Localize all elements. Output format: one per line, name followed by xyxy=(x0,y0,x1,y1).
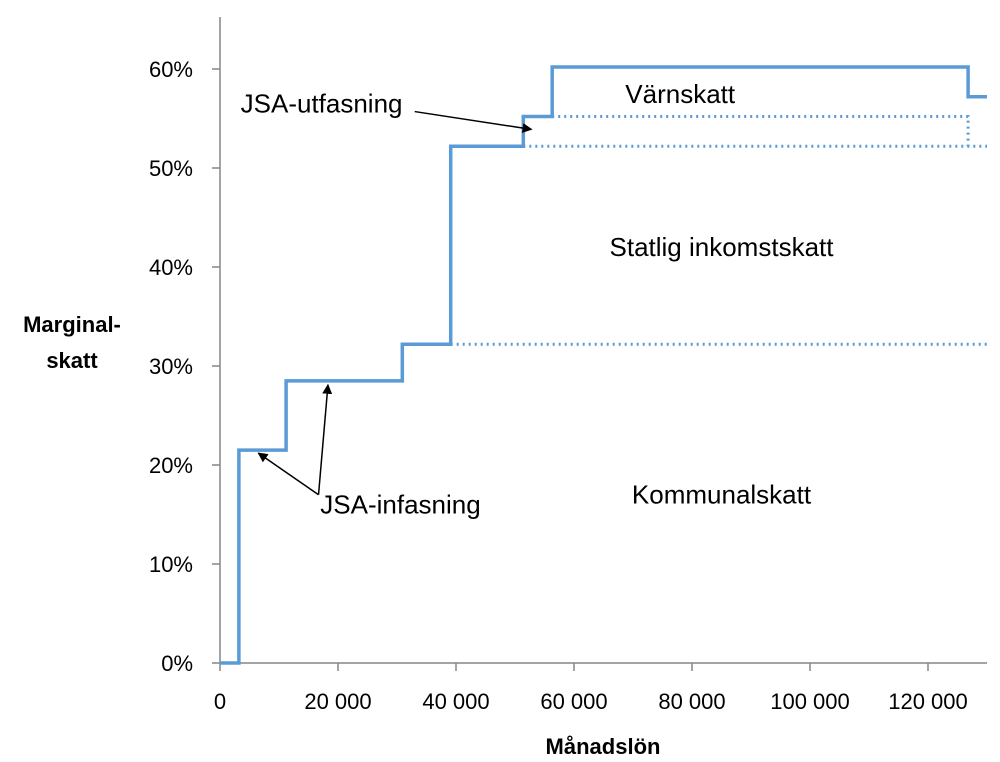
annotation-label: JSA-utfasning xyxy=(241,89,403,119)
y-tick-label: 30% xyxy=(149,354,193,379)
component-boundary-line xyxy=(552,115,970,147)
region-label: Kommunalskatt xyxy=(632,480,812,510)
y-tick-label: 10% xyxy=(149,552,193,577)
region-label: Statlig inkomstskatt xyxy=(610,232,835,262)
annotations: Värnskatt Statlig inkomstskatt Kommunalska… xyxy=(241,79,835,520)
x-tick-label: 40 000 xyxy=(422,689,489,714)
y-tick-label: 50% xyxy=(149,156,193,181)
y-axis: 0% 10% 20% 30% 40% 50% 60% xyxy=(149,17,221,676)
x-tick-label: 60 000 xyxy=(540,689,607,714)
region-label: Värnskatt xyxy=(625,79,736,109)
x-axis: 0 20 000 40 000 60 000 80 000 100 000 120 000 xyxy=(214,662,987,714)
marginal-tax-line xyxy=(220,65,987,665)
y-tick-label: 60% xyxy=(149,57,193,82)
y-axis-title-line-1: Marginal- xyxy=(23,312,121,337)
annotation-arrow xyxy=(414,110,533,133)
x-tick-label: 20 000 xyxy=(304,689,371,714)
x-tick-label: 0 xyxy=(214,689,226,714)
axis-titles: Marginal- skatt Månadslön xyxy=(23,312,660,759)
y-tick-label: 40% xyxy=(149,255,193,280)
plot-series xyxy=(220,65,987,665)
x-tick-label: 80 000 xyxy=(658,689,725,714)
y-tick-label: 20% xyxy=(149,453,193,478)
x-axis-title: Månadslön xyxy=(546,734,661,759)
y-tick-label: 0% xyxy=(161,651,193,676)
x-tick-label: 120 000 xyxy=(888,689,968,714)
x-tick-label: 100 000 xyxy=(770,689,850,714)
annotation-arrow xyxy=(257,452,319,496)
annotation-label: JSA-infasning xyxy=(320,490,480,520)
y-axis-title-line-2: skatt xyxy=(46,348,98,373)
annotation-arrow xyxy=(317,383,333,495)
